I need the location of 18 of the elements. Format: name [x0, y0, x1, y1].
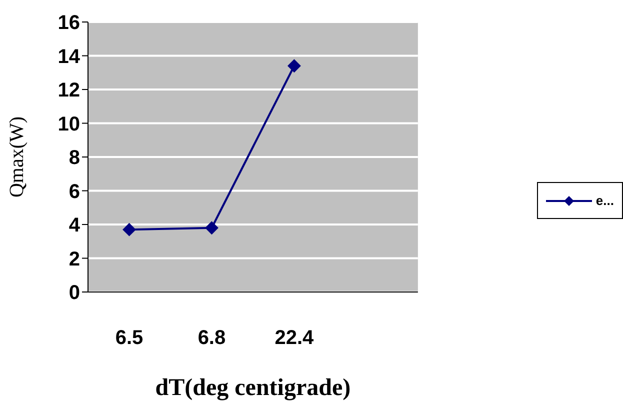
y-tick-label: 4: [68, 214, 81, 237]
y-axis-title: Qmax(W): [6, 116, 28, 198]
x-axis-title: dT(deg centigrade): [155, 375, 351, 401]
point: [122, 223, 136, 236]
point: [288, 59, 301, 72]
y-tick-label: 14: [58, 46, 81, 68]
x-tick-label: 6.8: [198, 327, 226, 350]
y-tick-label: 2: [68, 248, 80, 270]
x-tick-label: 6.5: [115, 327, 144, 350]
y-tick-label: 0: [68, 282, 80, 304]
y-tick-label: 6: [68, 180, 80, 203]
y-tick-label: 10: [58, 113, 80, 136]
y-tick-label: 16: [58, 12, 80, 34]
y-tick-label: 12: [58, 80, 80, 102]
x-tick-label: 22.4: [274, 327, 315, 350]
y-tick-label: 8: [68, 147, 80, 170]
point: [205, 221, 218, 234]
legend-label: e...: [596, 193, 614, 208]
